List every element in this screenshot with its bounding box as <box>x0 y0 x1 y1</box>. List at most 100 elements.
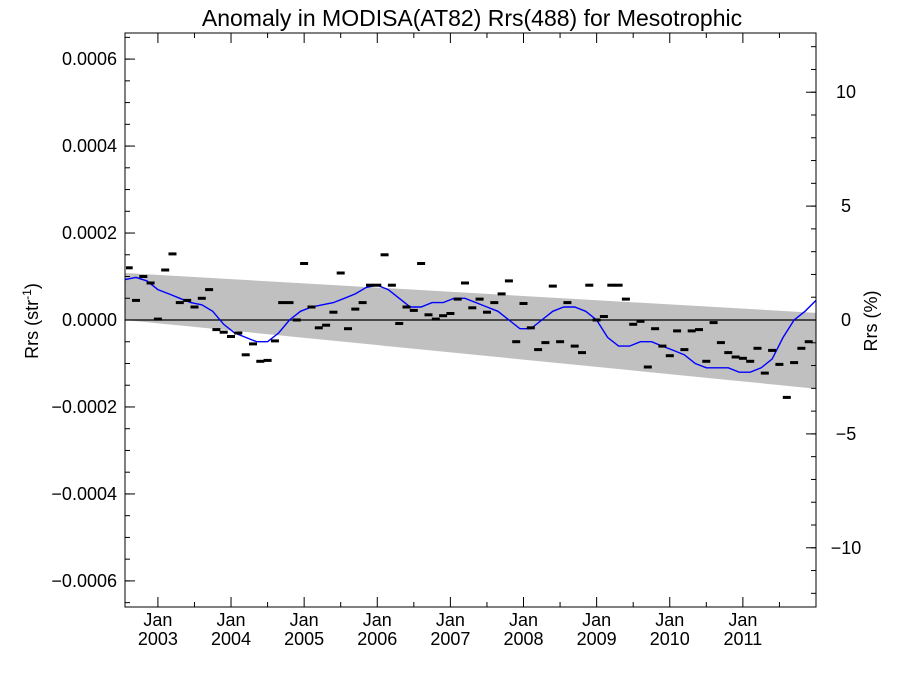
x-tick-month-label: Jan <box>143 610 172 630</box>
monthly-point <box>373 283 382 287</box>
monthly-point <box>219 330 228 334</box>
uncertainty-band <box>125 273 816 389</box>
monthly-point <box>424 313 433 317</box>
monthly-point <box>731 355 740 359</box>
uncertainty-band-layer <box>125 273 816 389</box>
chart-title: Anomaly in MODISA(AT82) Rrs(488) for Mes… <box>202 5 742 31</box>
monthly-point <box>126 266 133 270</box>
x-tick-month-label: Jan <box>436 610 465 630</box>
monthly-point <box>775 362 784 366</box>
monthly-point <box>753 346 762 350</box>
monthly-point <box>439 314 448 318</box>
y-axis-right-label: Rrs (%) <box>861 291 881 352</box>
x-tick-year-label: 2011 <box>724 629 763 649</box>
monthly-point <box>249 342 257 346</box>
monthly-point <box>548 284 557 288</box>
monthly-point <box>314 326 323 330</box>
y-left-tick-label: 0.0004 <box>62 136 117 156</box>
y-right-tick-label: −10 <box>831 538 862 558</box>
monthly-point <box>468 306 477 310</box>
x-tick-year-label: 2007 <box>430 629 470 649</box>
monthly-point <box>453 297 462 301</box>
monthly-point <box>658 344 667 348</box>
monthly-point <box>782 395 791 399</box>
monthly-point <box>322 323 331 327</box>
monthly-point <box>409 308 418 312</box>
monthly-point <box>687 329 696 333</box>
x-tick-year-label: 2005 <box>284 629 324 649</box>
monthly-point <box>651 327 660 331</box>
monthly-point <box>512 340 521 344</box>
monthly-point <box>161 268 170 272</box>
x-tick-month-label: Jan <box>655 610 684 630</box>
monthly-point <box>132 298 140 302</box>
monthly-point <box>183 298 192 302</box>
monthly-point <box>190 305 199 309</box>
monthly-point <box>475 297 484 301</box>
monthly-point <box>804 340 813 344</box>
x-tick-year-label: 2009 <box>577 629 617 649</box>
monthly-point <box>227 335 235 338</box>
monthly-point <box>790 361 799 365</box>
y-axis-left-label: Rrs (str-1) <box>20 283 42 359</box>
x-tick-year-label: 2003 <box>138 629 178 649</box>
x-tick-month-label: Jan <box>582 610 611 630</box>
x-tick-month-label: Jan <box>363 610 392 630</box>
monthly-point <box>621 297 630 301</box>
monthly-point <box>387 283 396 287</box>
monthly-point <box>497 292 506 296</box>
monthly-point <box>760 371 769 375</box>
monthly-point <box>358 301 367 305</box>
monthly-point <box>417 262 426 265</box>
monthly-point <box>380 253 389 257</box>
monthly-point <box>534 348 543 352</box>
monthly-point <box>797 346 806 350</box>
x-tick-year-label: 2004 <box>211 629 251 649</box>
monthly-point <box>490 301 499 305</box>
monthly-point <box>351 307 360 311</box>
monthly-point <box>366 283 374 287</box>
monthly-point <box>643 365 652 369</box>
monthly-point <box>592 318 601 322</box>
monthly-point <box>395 322 404 325</box>
monthly-point <box>607 283 616 287</box>
monthly-point <box>139 275 148 278</box>
monthly-point <box>702 359 711 363</box>
monthly-point <box>461 281 469 285</box>
monthly-point <box>483 310 491 314</box>
monthly-point <box>285 301 294 305</box>
x-tick-month-label: Jan <box>290 610 319 630</box>
monthly-point <box>197 296 206 300</box>
y-right-tick-label: 10 <box>836 82 856 102</box>
running-mean-layer <box>124 276 817 373</box>
y-left-tick-label: 0.0002 <box>62 223 117 243</box>
monthly-point <box>519 302 528 305</box>
monthly-point <box>738 356 747 360</box>
monthly-point <box>716 341 725 345</box>
monthly-point <box>556 340 565 344</box>
running-mean-line <box>124 276 817 373</box>
monthly-point <box>578 351 586 355</box>
monthly-point <box>709 321 718 325</box>
monthly-point <box>402 305 411 309</box>
monthly-point <box>234 331 243 335</box>
y-right-tick-label: 0 <box>841 310 851 330</box>
monthly-point <box>241 353 250 357</box>
monthly-point <box>336 271 345 275</box>
y-left-tick-label: 0.0000 <box>62 310 117 330</box>
monthly-point <box>504 279 513 283</box>
monthly-point <box>636 319 645 323</box>
y-axis-left-label-sup: -1 <box>20 289 34 300</box>
monthly-point <box>768 348 777 352</box>
monthly-point <box>431 317 440 321</box>
monthly-point <box>673 329 682 333</box>
monthly-point <box>570 344 579 348</box>
monthly-point <box>585 283 594 287</box>
monthly-point <box>270 339 279 343</box>
monthly-point <box>599 315 608 318</box>
monthly-point <box>205 288 214 292</box>
monthly-point <box>300 262 309 265</box>
monthly-point <box>563 301 572 305</box>
monthly-point <box>344 327 352 331</box>
